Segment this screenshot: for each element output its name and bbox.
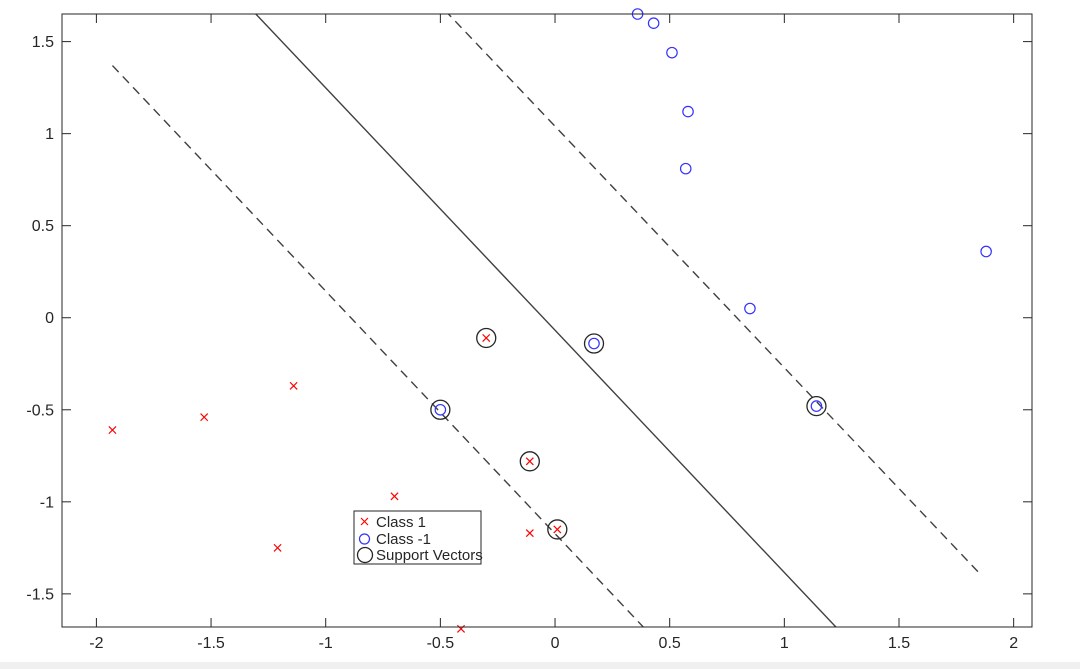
class-neg1-point [679,162,692,175]
plot-background [62,14,1032,627]
x-tick-label: 1 [780,635,789,652]
circle-marker-icon [358,533,371,545]
class-neg1-point [666,46,678,59]
window-bottom-edge [0,662,1080,669]
margin-line [111,65,645,627]
legend-box [353,510,482,565]
plot-frame [61,13,1033,628]
class-neg1-point [682,105,694,118]
y-tick-label: 0 [45,310,54,327]
y-tick-label: 1.5 [32,34,54,51]
class-1-point [200,413,209,422]
x-marker-icon [360,517,369,526]
class-1-point [289,381,298,390]
legend-item-support-vectors: Support Vectors [356,546,483,564]
support-vector-point [519,451,540,472]
axis-ticks [62,14,1032,627]
x-tick-label: 0 [551,635,560,652]
class-1-point [390,492,399,501]
support-vector-point [547,519,568,540]
x-tick-label: -2 [89,635,103,652]
legend-item-class-1: Class 1 [360,514,426,531]
class-1-point [273,543,282,552]
support-vector-marker-icon [356,546,374,564]
x-tick-label: -1.5 [197,635,225,652]
class-1-point [456,624,466,633]
class-1-point [108,426,117,435]
support-vector-point [476,327,497,349]
margin-line [447,14,983,576]
decision-lines [111,14,983,627]
decision-boundary-line [254,14,837,627]
support-vector-point [806,395,827,417]
legend-label-class-1: Class 1 [376,514,426,531]
y-tick-labels: 1.5 1 0.5 0 -0.5 -1 -1.5 [26,34,54,603]
class-1-point [482,333,491,343]
y-tick-label: -0.5 [26,402,54,419]
data-points [108,8,992,633]
legend: Class 1 Class -1 Support Vectors [353,510,483,565]
x-tick-label: 1.5 [888,635,910,652]
class-1-point [553,525,562,534]
legend-label-support-vectors: Support Vectors [376,547,483,564]
x-tick-label: 0.5 [659,635,681,652]
legend-label-class-neg1: Class -1 [376,531,431,548]
x-tick-labels: -2 -1.5 -1 -0.5 0 0.5 1 1.5 2 [89,635,1018,652]
y-tick-label: 0.5 [32,218,54,235]
class-neg1-point [647,17,660,30]
class-neg1-point [810,400,823,412]
legend-item-class-neg1: Class -1 [358,531,431,548]
class-neg1-point [744,302,756,315]
class-neg1-point [434,403,447,416]
x-tick-label: -0.5 [427,635,455,652]
y-tick-label: -1.5 [26,586,54,603]
y-tick-label: -1 [40,494,54,511]
class-neg1-point [588,337,600,350]
support-vector-point [430,399,451,420]
x-tick-label: -1 [319,635,333,652]
class-neg1-point [980,245,992,258]
class-1-point [525,529,534,538]
support-vector-point [583,333,605,354]
class-1-point [525,457,534,466]
x-tick-label: 2 [1009,635,1018,652]
y-tick-label: 1 [45,126,54,143]
